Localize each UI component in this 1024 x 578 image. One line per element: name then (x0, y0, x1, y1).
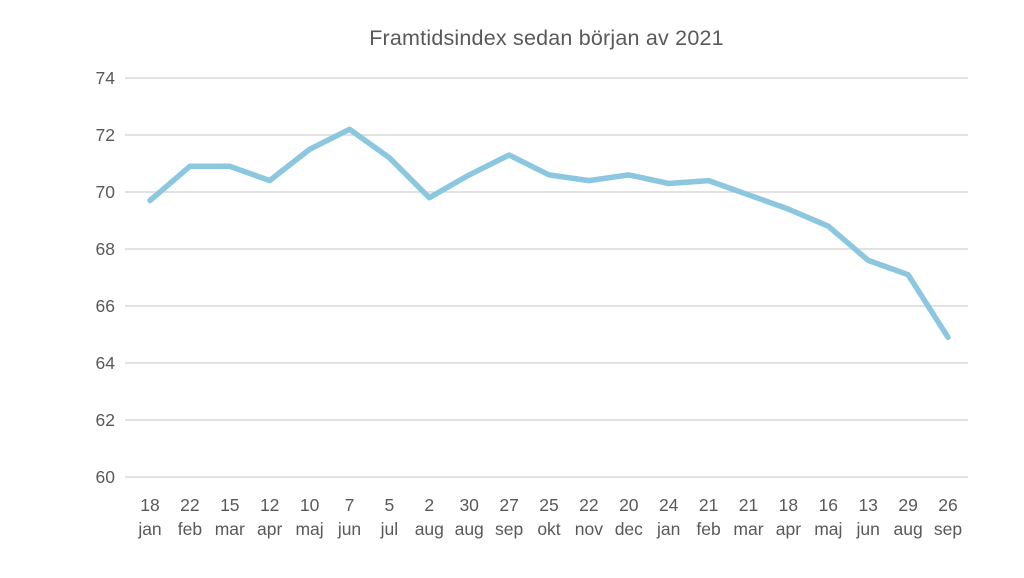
x-axis-tick-month-label: feb (696, 519, 720, 539)
x-axis-tick-day-label: 7 (345, 495, 355, 515)
x-axis-tick-day-label: 21 (699, 495, 718, 515)
y-axis-tick-label: 72 (96, 125, 115, 145)
y-axis-tick-label: 68 (96, 239, 115, 259)
x-axis-tick-month-label: jan (656, 519, 680, 539)
x-axis-tick-day-label: 29 (898, 495, 917, 515)
x-axis-tick-day-label: 5 (385, 495, 395, 515)
x-axis-tick-month-label: maj (295, 519, 323, 539)
y-axis-tick-label: 62 (96, 410, 115, 430)
x-axis-tick-day-label: 26 (938, 495, 957, 515)
x-axis-tick-day-label: 30 (459, 495, 479, 515)
x-axis-tick-day-label: 2 (424, 495, 434, 515)
x-axis-tick-day-label: 18 (140, 495, 159, 515)
x-axis-tick-month-label: aug (455, 519, 484, 539)
y-axis-tick-label: 70 (96, 182, 116, 202)
x-axis-tick-day-label: 15 (220, 495, 239, 515)
x-axis-tick-month-label: nov (575, 519, 603, 539)
x-axis-tick-month-label: mar (733, 519, 763, 539)
x-axis-tick-month-label: apr (776, 519, 801, 539)
x-axis-tick-month-label: apr (257, 519, 282, 539)
x-axis-tick-day-label: 18 (779, 495, 798, 515)
x-axis-tick-day-label: 27 (499, 495, 518, 515)
x-axis-tick-month-label: maj (814, 519, 842, 539)
y-axis-tick-label: 60 (96, 467, 116, 487)
x-axis-tick-month-label: mar (215, 519, 245, 539)
index-series-line (147, 126, 951, 341)
x-axis-tick-day-label: 12 (260, 495, 279, 515)
x-axis-tick-month-label: jan (137, 519, 161, 539)
chart-title: Framtidsindex sedan början av 2021 (369, 26, 724, 50)
x-axis-tick-day-label: 22 (180, 495, 199, 515)
x-axis-tick-day-label: 21 (739, 495, 758, 515)
x-axis-tick-day-label: 10 (300, 495, 320, 515)
x-axis-tick-day-label: 13 (858, 495, 877, 515)
x-axis-tick-month-label: dec (615, 519, 643, 539)
y-axis-tick-label: 64 (96, 353, 116, 373)
x-axis-tick-month-label: jul (380, 519, 399, 539)
x-axis-tick-day-label: 16 (819, 495, 838, 515)
x-axis-tick-month-label: sep (495, 519, 523, 539)
x-axis-tick-day-label: 22 (579, 495, 598, 515)
x-axis-tick-month-label: aug (893, 519, 922, 539)
x-axis-tick-month-label: sep (934, 519, 962, 539)
x-axis-tick-month-label: jun (337, 519, 361, 539)
x-axis-tick-month-label: okt (537, 519, 560, 539)
x-axis-tick-month-label: aug (415, 519, 444, 539)
y-axis-tick-label: 66 (96, 296, 115, 316)
x-axis-tick-month-label: jun (856, 519, 880, 539)
x-axis-tick-day-label: 25 (539, 495, 558, 515)
x-axis-tick-day-label: 24 (659, 495, 679, 515)
y-axis-tick-label: 74 (96, 68, 116, 88)
x-axis-tick-month-label: feb (178, 519, 202, 539)
x-axis-tick-day-label: 20 (619, 495, 639, 515)
